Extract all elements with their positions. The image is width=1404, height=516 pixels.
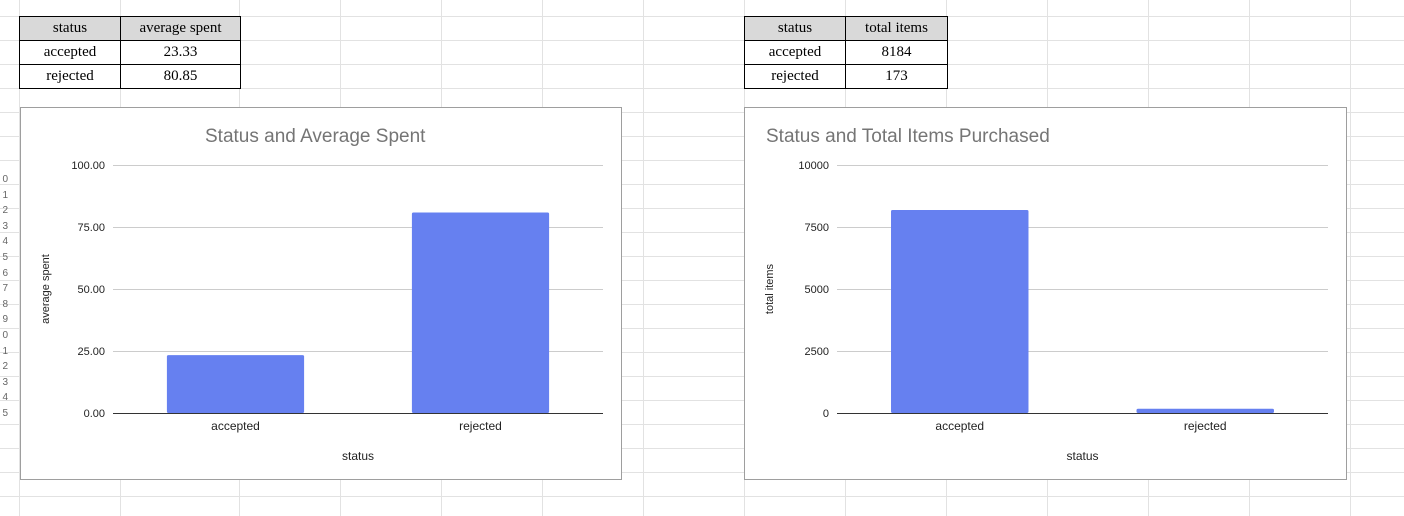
- row-number[interactable]: 1: [0, 190, 8, 202]
- header-cell-status[interactable]: status: [745, 17, 846, 41]
- table-cell[interactable]: accepted: [20, 41, 121, 65]
- y-tick-label: 10000: [798, 160, 829, 172]
- table-header-row: status total items: [745, 17, 948, 41]
- row-number[interactable]: 8: [0, 299, 8, 311]
- average-spent-chart[interactable]: Status and Average Spent 0.00 25.00 50.00 75…: [20, 107, 622, 480]
- table-row: rejected 80.85: [20, 65, 241, 89]
- y-tick-label: 2500: [805, 346, 829, 358]
- row-number[interactable]: 5: [0, 252, 8, 264]
- y-axis-title: total items: [764, 263, 776, 314]
- row-number[interactable]: 0: [0, 174, 8, 186]
- table-cell[interactable]: 173: [846, 65, 948, 89]
- chart-title: Status and Total Items Purchased: [766, 126, 1050, 147]
- table-row: accepted 8184: [745, 41, 948, 65]
- x-axis-title: status: [1066, 449, 1098, 463]
- bar-accepted[interactable]: [167, 355, 304, 413]
- y-tick-label: 25.00: [77, 346, 105, 358]
- row-number[interactable]: 7: [0, 283, 8, 295]
- x-tick-label: rejected: [1184, 419, 1227, 433]
- total-items-table: status total items accepted 8184 rejecte…: [744, 16, 948, 89]
- header-cell-average-spent[interactable]: average spent: [121, 17, 241, 41]
- row-number[interactable]: 4: [0, 236, 8, 248]
- table-cell[interactable]: 23.33: [121, 41, 241, 65]
- y-tick-label: 0.00: [84, 408, 105, 420]
- table-cell[interactable]: 8184: [846, 41, 948, 65]
- table-row: accepted 23.33: [20, 41, 241, 65]
- y-tick-label: 50.00: [77, 284, 105, 296]
- row-number[interactable]: 1: [0, 346, 8, 358]
- row-number[interactable]: 2: [0, 205, 8, 217]
- y-tick-label: 100.00: [71, 160, 105, 172]
- table-cell[interactable]: rejected: [20, 65, 121, 89]
- row-number[interactable]: 3: [0, 377, 8, 389]
- x-tick-label: accepted: [935, 419, 984, 433]
- average-spent-table: status average spent accepted 23.33 reje…: [19, 16, 241, 89]
- y-tick-label: 0: [823, 408, 829, 420]
- row-number[interactable]: 2: [0, 361, 8, 373]
- chart-plot-svg: Status and Total Items Purchased 0 2500 500…: [745, 108, 1346, 479]
- x-axis-title: status: [342, 449, 374, 463]
- row-number[interactable]: 5: [0, 408, 8, 420]
- bar-rejected[interactable]: [412, 212, 549, 413]
- chart-title: Status and Average Spent: [205, 126, 426, 147]
- row-number[interactable]: 3: [0, 221, 8, 233]
- total-items-chart[interactable]: Status and Total Items Purchased 0 2500 500…: [744, 107, 1347, 480]
- header-cell-status[interactable]: status: [20, 17, 121, 41]
- y-tick-label: 5000: [805, 284, 829, 296]
- row-number[interactable]: 0: [0, 330, 8, 342]
- table-cell[interactable]: 80.85: [121, 65, 241, 89]
- chart-plot-svg: Status and Average Spent 0.00 25.00 50.00 75…: [21, 108, 621, 479]
- x-tick-label: rejected: [459, 419, 502, 433]
- table-cell[interactable]: rejected: [745, 65, 846, 89]
- header-cell-total-items[interactable]: total items: [846, 17, 948, 41]
- bar-rejected[interactable]: [1137, 409, 1274, 413]
- table-header-row: status average spent: [20, 17, 241, 41]
- x-tick-label: accepted: [211, 419, 260, 433]
- row-number[interactable]: 6: [0, 268, 8, 280]
- y-tick-label: 7500: [805, 222, 829, 234]
- row-number[interactable]: 4: [0, 392, 8, 404]
- row-number[interactable]: 9: [0, 314, 8, 326]
- bar-accepted[interactable]: [891, 210, 1028, 413]
- y-tick-label: 75.00: [77, 222, 105, 234]
- table-cell[interactable]: accepted: [745, 41, 846, 65]
- y-axis-title: average spent: [40, 254, 52, 324]
- table-row: rejected 173: [745, 65, 948, 89]
